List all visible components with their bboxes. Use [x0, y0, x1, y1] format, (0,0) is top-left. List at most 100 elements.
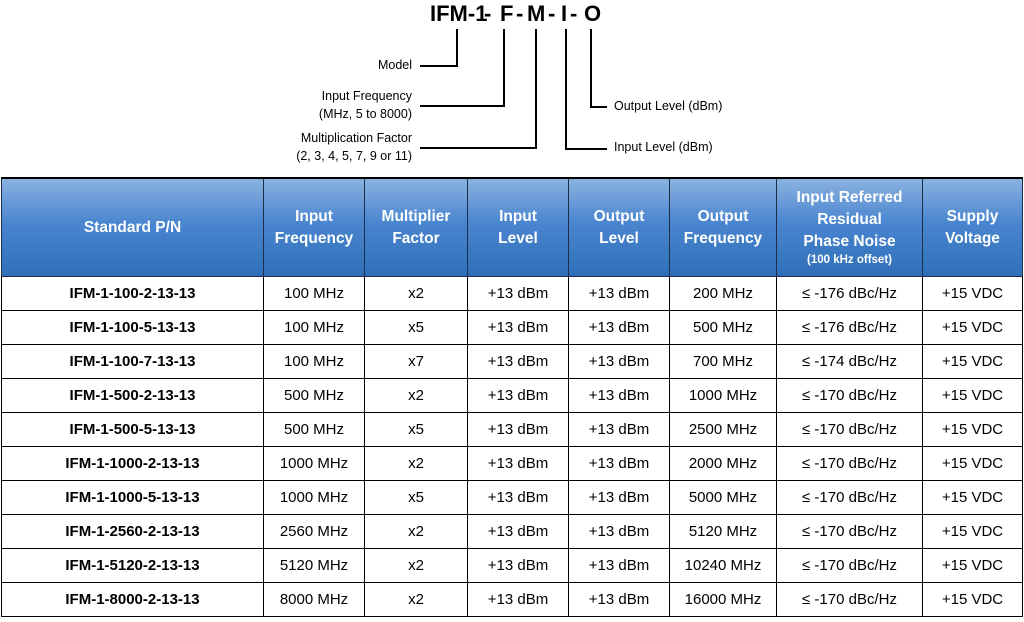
- cell-part-number: IFM-1-1000-2-13-13: [1, 446, 264, 481]
- cell-part-number: IFM-1-500-5-13-13: [1, 412, 264, 447]
- header-text: Multiplier: [381, 207, 451, 225]
- input-level-label: Input Level (dBm): [614, 140, 713, 154]
- header-standard-pn: Standard P/N: [1, 177, 264, 277]
- table-row: IFM-1-100-5-13-13 100 MHz x5 +13 dBm +13 dBm…: [1, 310, 1023, 345]
- cell-output-frequency: 700 MHz: [669, 344, 777, 379]
- cell-input-frequency: 100 MHz: [263, 276, 365, 311]
- header-text: Input: [295, 207, 333, 225]
- cell-supply-voltage: +15 VDC: [922, 344, 1023, 379]
- cell-input-level: +13 dBm: [467, 514, 569, 549]
- cell-phase-noise: ≤ -174 dBc/Hz: [776, 344, 923, 379]
- header-text: Level: [498, 229, 538, 247]
- cell-input-level: +13 dBm: [467, 276, 569, 311]
- header-text: Input Referred: [796, 189, 903, 206]
- header-text: Residual: [817, 211, 882, 228]
- input-frequency-label-line1: Input Frequency: [321, 89, 412, 103]
- cell-output-level: +13 dBm: [568, 582, 670, 617]
- cell-input-level: +13 dBm: [467, 344, 569, 379]
- pn-frequency-code: F: [500, 1, 514, 26]
- table-row: IFM-1-5120-2-13-13 5120 MHz x2 +13 dBm +13 d…: [1, 548, 1023, 583]
- cell-input-frequency: 5120 MHz: [263, 548, 365, 583]
- header-text: Standard P/N: [83, 218, 182, 236]
- table-row: IFM-1-1000-5-13-13 1000 MHz x5 +13 dBm +13 d…: [1, 480, 1023, 515]
- multiplier-leader-vertical: [535, 29, 537, 149]
- pn-dash: -: [548, 1, 556, 26]
- cell-output-frequency: 500 MHz: [669, 310, 777, 345]
- header-text: Voltage: [945, 229, 1000, 247]
- output-level-leader-vertical: [590, 29, 592, 108]
- header-text: Factor: [392, 229, 440, 247]
- cell-input-frequency: 2560 MHz: [263, 514, 365, 549]
- multiplier-leader-horizontal: [420, 147, 537, 149]
- header-text: Input: [499, 207, 537, 225]
- cell-input-level: +13 dBm: [467, 548, 569, 583]
- model-leader-vertical: [456, 29, 458, 67]
- cell-multiplier: x7: [364, 344, 468, 379]
- multiplication-label-line1: Multiplication Factor: [300, 131, 412, 145]
- header-output-frequency: Output Frequency: [669, 177, 777, 277]
- part-number-decoder: IFM-1 - F - M - I - O Model Input Freque…: [0, 0, 1024, 178]
- pn-model-code: IFM-1: [430, 1, 488, 26]
- cell-multiplier: x2: [364, 514, 468, 549]
- frequency-leader-horizontal: [420, 105, 505, 107]
- table-body: IFM-1-100-2-13-13 100 MHz x2 +13 dBm +13 dBm…: [1, 276, 1023, 617]
- model-leader-horizontal: [420, 65, 458, 67]
- header-text: Output: [593, 207, 645, 225]
- table-header-row: Standard P/N Input Frequency Multiplier Fact…: [1, 177, 1023, 277]
- cell-phase-noise: ≤ -170 dBc/Hz: [776, 446, 923, 481]
- spec-table: Standard P/N Input Frequency Multiplier Fact…: [1, 177, 1023, 617]
- table-row: IFM-1-500-5-13-13 500 MHz x5 +13 dBm +13 dBm…: [1, 412, 1023, 447]
- cell-output-level: +13 dBm: [568, 412, 670, 447]
- pn-dash: -: [484, 1, 492, 26]
- cell-supply-voltage: +15 VDC: [922, 310, 1023, 345]
- cell-supply-voltage: +15 VDC: [922, 548, 1023, 583]
- cell-output-level: +13 dBm: [568, 276, 670, 311]
- cell-supply-voltage: +15 VDC: [922, 514, 1023, 549]
- cell-supply-voltage: +15 VDC: [922, 412, 1023, 447]
- table-row: IFM-1-100-2-13-13 100 MHz x2 +13 dBm +13 dBm…: [1, 276, 1023, 311]
- cell-multiplier: x2: [364, 446, 468, 481]
- cell-multiplier: x2: [364, 582, 468, 617]
- pn-dash: -: [570, 1, 578, 26]
- cell-output-level: +13 dBm: [568, 548, 670, 583]
- cell-part-number: IFM-1-100-2-13-13: [1, 276, 264, 311]
- pn-dash: -: [516, 1, 524, 26]
- cell-input-level: +13 dBm: [467, 378, 569, 413]
- input-level-leader-horizontal: [565, 148, 607, 150]
- cell-phase-noise: ≤ -170 dBc/Hz: [776, 378, 923, 413]
- cell-input-level: +13 dBm: [467, 480, 569, 515]
- cell-phase-noise: ≤ -176 dBc/Hz: [776, 276, 923, 311]
- cell-input-level: +13 dBm: [467, 582, 569, 617]
- cell-phase-noise: ≤ -170 dBc/Hz: [776, 480, 923, 515]
- input-level-leader-vertical: [565, 29, 567, 150]
- pn-multiplier-code: M: [527, 1, 546, 26]
- header-text: Level: [599, 229, 639, 247]
- pn-output-level-code: O: [584, 1, 602, 26]
- cell-part-number: IFM-1-100-5-13-13: [1, 310, 264, 345]
- header-phase-noise: Input Referred Residual Phase Noise (100 kH…: [776, 177, 923, 277]
- table-row: IFM-1-1000-2-13-13 1000 MHz x2 +13 dBm +13 d…: [1, 446, 1023, 481]
- cell-phase-noise: ≤ -176 dBc/Hz: [776, 310, 923, 345]
- cell-input-frequency: 1000 MHz: [263, 446, 365, 481]
- cell-output-level: +13 dBm: [568, 514, 670, 549]
- cell-input-frequency: 100 MHz: [263, 344, 365, 379]
- cell-input-frequency: 1000 MHz: [263, 480, 365, 515]
- cell-multiplier: x5: [364, 480, 468, 515]
- cell-multiplier: x2: [364, 276, 468, 311]
- cell-input-frequency: 500 MHz: [263, 378, 365, 413]
- cell-output-level: +13 dBm: [568, 446, 670, 481]
- cell-output-frequency: 2000 MHz: [669, 446, 777, 481]
- cell-output-frequency: 5000 MHz: [669, 480, 777, 515]
- cell-part-number: IFM-1-1000-5-13-13: [1, 480, 264, 515]
- cell-part-number: IFM-1-8000-2-13-13: [1, 582, 264, 617]
- cell-phase-noise: ≤ -170 dBc/Hz: [776, 582, 923, 617]
- table-row: IFM-1-8000-2-13-13 8000 MHz x2 +13 dBm +13 d…: [1, 582, 1023, 617]
- cell-input-frequency: 500 MHz: [263, 412, 365, 447]
- cell-multiplier: x2: [364, 548, 468, 583]
- output-level-label: Output Level (dBm): [614, 99, 723, 113]
- cell-input-level: +13 dBm: [467, 446, 569, 481]
- cell-supply-voltage: +15 VDC: [922, 378, 1023, 413]
- cell-output-level: +13 dBm: [568, 344, 670, 379]
- cell-supply-voltage: +15 VDC: [922, 480, 1023, 515]
- output-level-leader-horizontal: [590, 106, 607, 108]
